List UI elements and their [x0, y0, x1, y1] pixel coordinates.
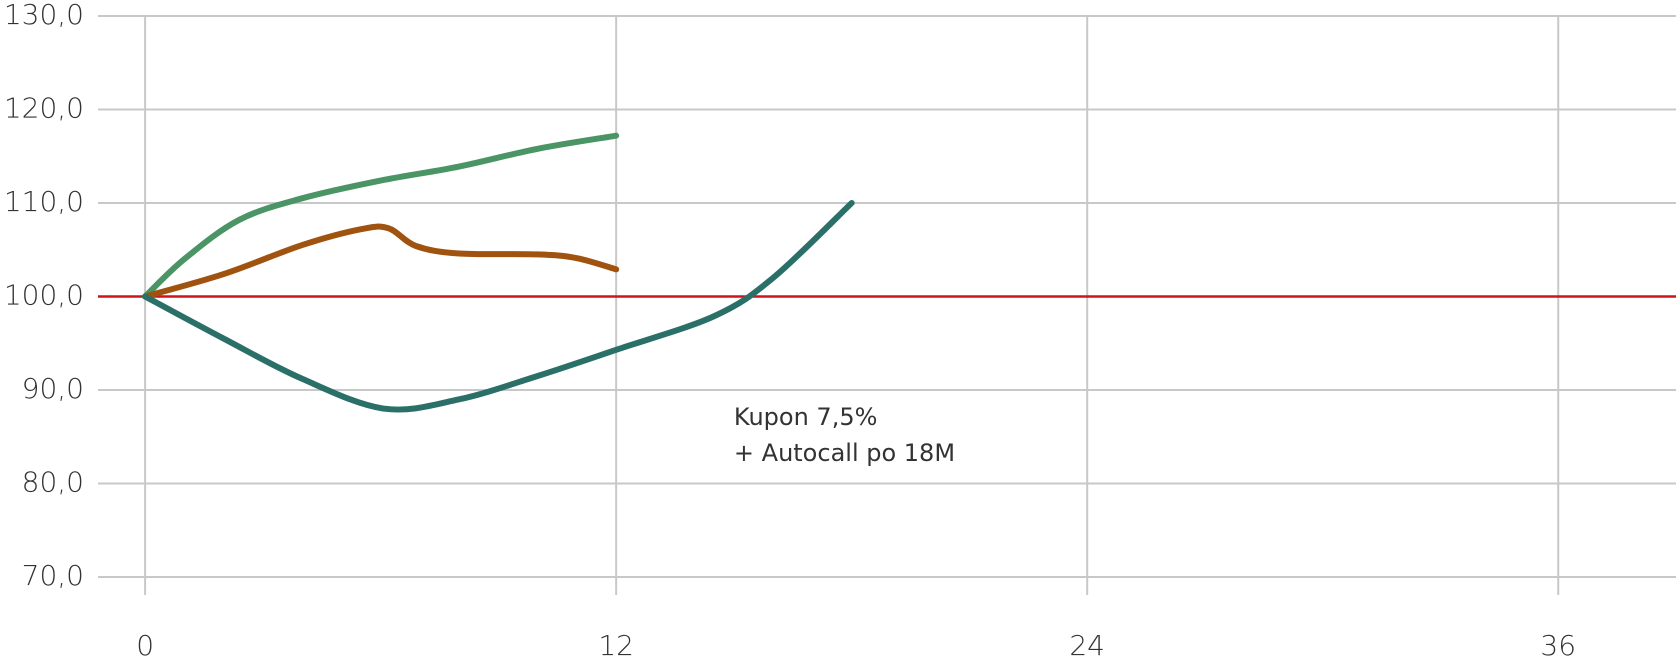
y-tick-label: 80,0	[22, 466, 84, 499]
y-tick-label: 90,0	[22, 372, 84, 405]
x-tick-label: 12	[598, 629, 634, 659]
y-tick-label: 120,0	[4, 92, 84, 125]
annotation: + Autocall po 18M	[734, 439, 955, 467]
x-tick-label: 36	[1540, 629, 1576, 659]
y-tick-label: 100,0	[4, 279, 84, 312]
y-tick-label: 70,0	[22, 559, 84, 592]
annotation: Kupon 7,5%	[734, 403, 877, 431]
x-tick-label: 0	[136, 629, 154, 659]
x-tick-label: 24	[1069, 629, 1105, 659]
series-line	[142, 223, 620, 300]
y-tick-label: 110,0	[4, 185, 84, 218]
series-line	[142, 132, 620, 300]
y-tick-label: 130,0	[4, 0, 84, 31]
series-line	[142, 200, 855, 413]
